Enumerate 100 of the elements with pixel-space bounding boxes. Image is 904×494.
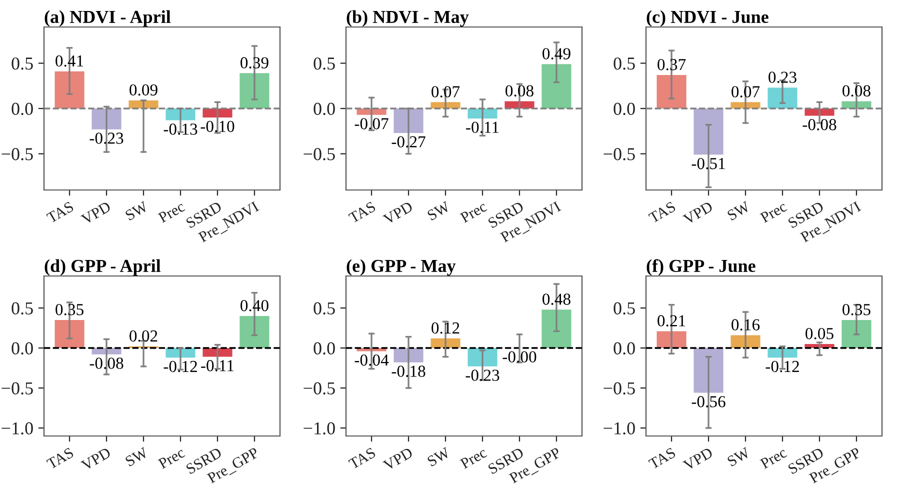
data-label: -0.23	[466, 370, 500, 381]
x-tick-label: VPD	[80, 447, 112, 471]
chart-title: (b) NDVI - May	[346, 10, 469, 27]
x-tick-label: TAS	[348, 201, 376, 224]
x-tick-label: SW	[726, 446, 751, 467]
data-label: 0.23	[768, 72, 796, 83]
data-label: -0.08	[90, 358, 124, 369]
bar	[656, 74, 686, 108]
y-tick-label: 0.5	[314, 57, 335, 70]
y-tick-label: 0.5	[12, 57, 33, 70]
bar	[768, 88, 798, 108]
y-tick-label: 0.0	[12, 342, 33, 355]
data-label: 0.40	[240, 300, 268, 312]
x-tick-label: Prec	[760, 201, 788, 224]
data-label: -0.11	[201, 360, 234, 372]
data-label: -0.00	[502, 351, 536, 363]
data-label: 0.12	[432, 322, 460, 334]
x-tick-label: Prec	[158, 201, 186, 224]
data-label: 0.07	[732, 86, 760, 98]
y-tick-label: 0.5	[12, 302, 33, 315]
y-tick-label: −0.5	[2, 382, 33, 395]
data-label: -0.08	[802, 119, 836, 130]
x-tick-label: TAS	[648, 201, 676, 224]
bar	[240, 316, 270, 348]
data-label: -0.12	[164, 360, 197, 372]
data-label: 0.48	[542, 294, 570, 305]
data-label: -0.12	[766, 360, 799, 372]
bar	[54, 71, 84, 108]
data-label: 0.09	[130, 84, 158, 96]
y-tick-label: −0.5	[304, 382, 335, 395]
y-tick-label: −1.0	[304, 422, 335, 435]
data-label: -0.11	[466, 122, 499, 134]
bar	[542, 64, 572, 108]
bar	[730, 335, 760, 348]
x-tick-label: TAS	[46, 447, 74, 470]
x-tick-label: Prec	[460, 447, 488, 470]
y-tick-label: 0.0	[314, 102, 335, 116]
y-tick-label: −0.5	[604, 382, 635, 395]
data-label: -0.27	[392, 136, 426, 148]
x-tick-label: VPD	[682, 447, 714, 471]
chart-title: (e) GPP - May	[346, 259, 456, 276]
y-tick-label: 0.0	[614, 102, 635, 116]
data-label: 0.02	[130, 330, 158, 342]
data-label: 0.35	[842, 304, 870, 316]
chart-title: (f) GPP - June	[646, 259, 756, 276]
data-label: 0.16	[732, 319, 760, 330]
chart-title: (a) NDVI - April	[44, 10, 171, 27]
x-tick-label: SW	[426, 446, 451, 467]
data-label: 0.41	[56, 55, 84, 67]
bar	[92, 108, 122, 130]
y-tick-label: −1.0	[604, 422, 635, 435]
data-label: -0.13	[164, 124, 198, 135]
bar	[694, 348, 724, 393]
x-tick-label: TAS	[348, 447, 376, 470]
bar	[842, 320, 872, 348]
bar	[394, 108, 424, 133]
bar	[240, 73, 270, 108]
x-tick-label: SW	[124, 446, 149, 467]
y-tick-label: 0.5	[314, 302, 335, 315]
data-label: 0.07	[432, 86, 460, 98]
data-label: 0.08	[842, 85, 870, 97]
data-label: -0.56	[692, 396, 726, 408]
x-tick-label: TAS	[648, 447, 676, 470]
x-tick-label: TAS	[46, 201, 74, 224]
y-tick-label: −0.5	[2, 148, 33, 160]
x-tick-label: VPD	[382, 447, 414, 471]
x-tick-label: Prec	[460, 201, 488, 224]
y-tick-label: 0.0	[12, 102, 33, 116]
data-label: 0.37	[658, 58, 686, 70]
bar	[54, 320, 84, 348]
y-tick-label: −0.5	[304, 148, 335, 160]
data-label: 0.35	[56, 304, 84, 316]
data-label: 0.49	[542, 48, 570, 60]
x-tick-label: Prec	[760, 447, 788, 470]
y-tick-label: 0.0	[614, 342, 635, 355]
bar	[656, 331, 686, 348]
x-tick-label: VPD	[80, 201, 112, 225]
y-tick-label: 0.5	[614, 57, 635, 70]
bar	[542, 310, 572, 348]
x-tick-label: SW	[426, 200, 451, 221]
data-label: -0.51	[692, 158, 725, 170]
x-tick-label: SW	[726, 200, 751, 221]
data-label: 0.21	[658, 315, 686, 326]
bar	[394, 348, 424, 362]
y-tick-label: −1.0	[2, 422, 33, 435]
data-label: -0.07	[354, 118, 388, 130]
x-tick-label: SW	[124, 200, 149, 221]
bar	[468, 348, 498, 366]
y-tick-label: 0.5	[614, 302, 635, 315]
bar	[694, 108, 724, 155]
data-label: -0.18	[392, 366, 426, 377]
x-tick-label: VPD	[382, 201, 414, 225]
data-label: -0.23	[90, 132, 124, 144]
chart-title: (c) NDVI - June	[646, 10, 768, 27]
data-label: 0.08	[506, 85, 534, 97]
y-tick-label: −0.5	[604, 148, 635, 160]
data-label: -0.04	[354, 354, 389, 366]
data-label: -0.10	[200, 120, 234, 132]
data-label: 0.05	[806, 328, 834, 340]
data-label: 0.39	[240, 57, 268, 68]
